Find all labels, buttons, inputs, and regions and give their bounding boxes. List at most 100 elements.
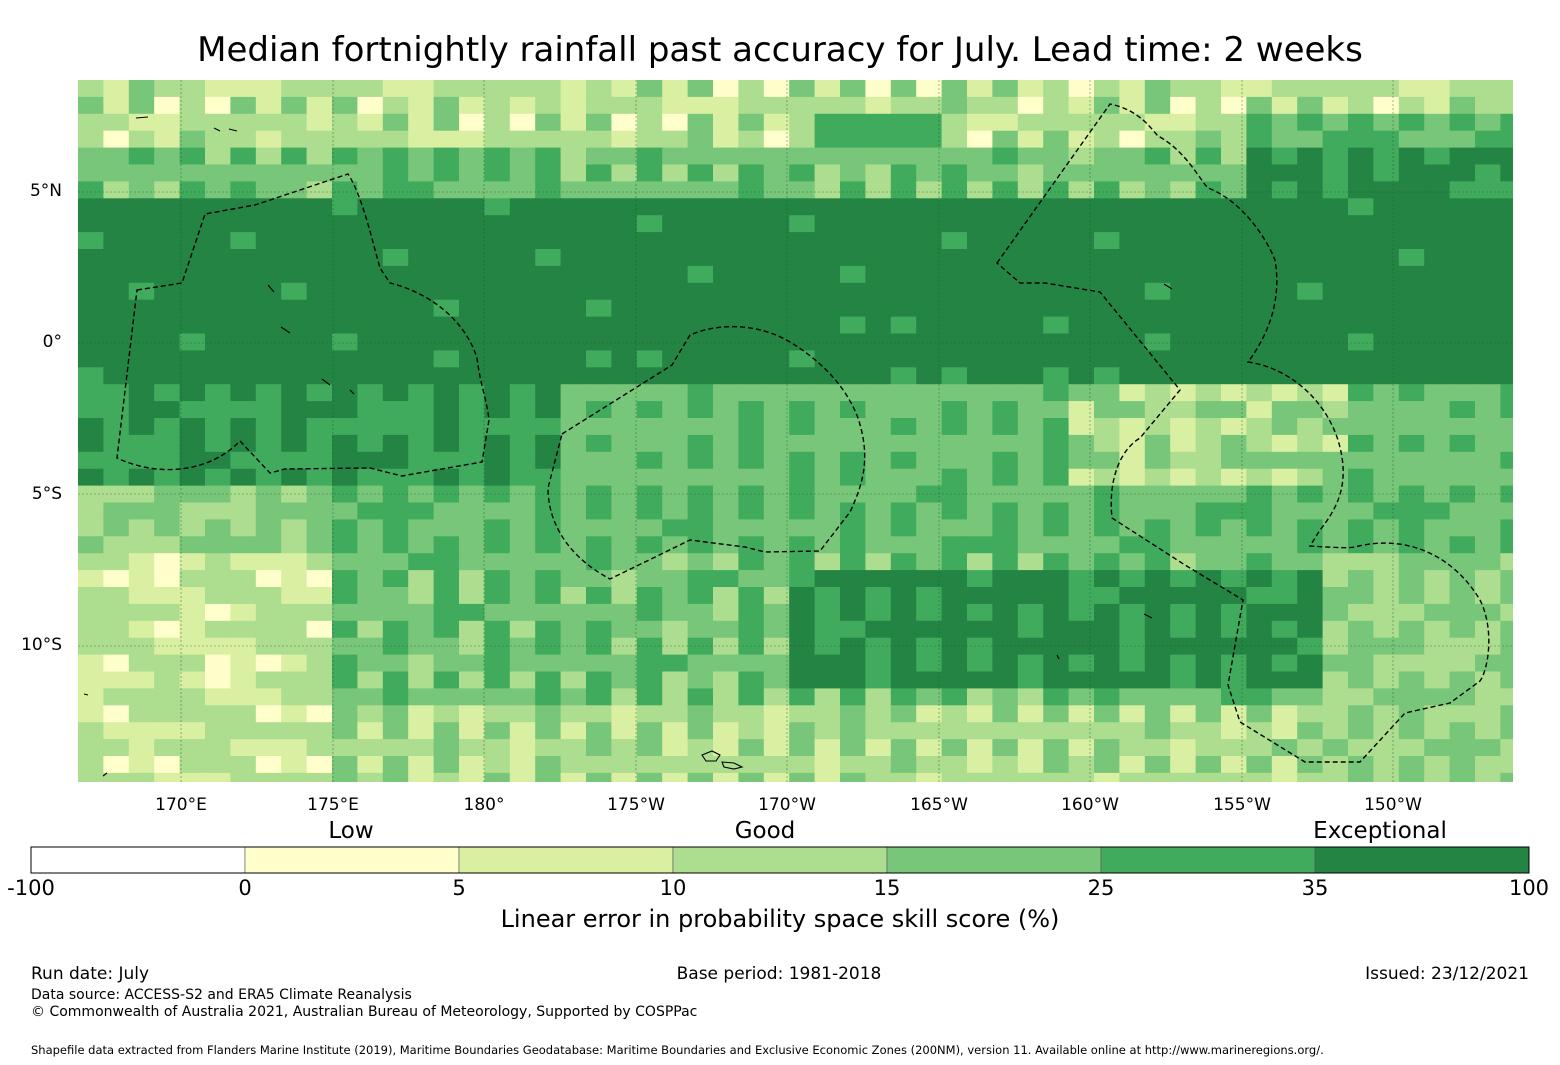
grid-cell xyxy=(1449,96,1476,115)
grid-cell xyxy=(687,418,714,436)
grid-cell xyxy=(1348,502,1374,520)
grid-cell xyxy=(408,282,435,301)
grid-cell xyxy=(814,705,841,723)
grid-cell xyxy=(484,299,511,318)
grid-cell xyxy=(1017,282,1044,301)
grid-cell xyxy=(1373,519,1400,537)
grid-cell xyxy=(357,164,384,182)
grid-cell xyxy=(1424,80,1451,98)
grid-cell xyxy=(687,468,714,487)
grid-cell xyxy=(1017,434,1044,453)
grid-cell xyxy=(306,603,333,622)
grid-cell xyxy=(1144,772,1171,782)
grid-cell xyxy=(662,637,689,656)
grid-cell xyxy=(408,620,435,639)
grid-cell xyxy=(789,519,816,537)
grid-cell xyxy=(332,485,358,504)
grid-cell xyxy=(306,333,333,351)
grid-cell xyxy=(738,502,765,520)
grid-cell xyxy=(230,536,257,554)
grid-cell xyxy=(78,468,104,487)
grid-cell xyxy=(1449,265,1476,284)
grid-cell xyxy=(179,164,206,182)
grid-cell xyxy=(332,739,358,757)
grid-cell xyxy=(1170,502,1197,520)
grid-cell xyxy=(789,705,816,723)
grid-cell xyxy=(357,147,384,166)
grid-cell xyxy=(484,130,511,149)
grid-cell xyxy=(332,80,358,98)
grid-cell xyxy=(179,282,206,301)
grid-cell xyxy=(1170,519,1197,537)
grid-cell xyxy=(154,654,181,673)
grid-cell xyxy=(1475,620,1501,639)
grid-cell xyxy=(1475,164,1501,182)
grid-cell xyxy=(763,333,790,351)
grid-cell xyxy=(789,468,816,487)
grid-cell xyxy=(1246,451,1273,470)
grid-cell xyxy=(382,350,409,368)
grid-cell xyxy=(281,113,308,132)
grid-cell xyxy=(1500,722,1513,740)
grid-cell xyxy=(1297,164,1324,182)
grid-cell xyxy=(509,265,536,284)
grid-cell xyxy=(78,418,104,436)
grid-cell xyxy=(357,215,384,233)
grid-cell xyxy=(1424,232,1451,250)
grid-cell xyxy=(1424,603,1451,622)
grid-cell xyxy=(1195,705,1222,723)
grid-cell xyxy=(611,282,638,301)
grid-cell xyxy=(1119,282,1146,301)
grid-cell xyxy=(128,739,155,757)
grid-cell xyxy=(1398,198,1425,216)
grid-cell xyxy=(1322,333,1349,351)
grid-cell xyxy=(1094,401,1120,419)
grid-cell xyxy=(840,587,866,605)
grid-cell xyxy=(154,519,181,537)
grid-cell xyxy=(586,164,612,182)
grid-cell xyxy=(1322,164,1349,182)
grid-cell xyxy=(916,434,943,453)
grid-cell xyxy=(890,164,917,182)
grid-cell xyxy=(382,654,409,673)
grid-cell xyxy=(840,756,866,774)
grid-cell xyxy=(1043,113,1070,132)
grid-cell xyxy=(611,502,638,520)
grid-cell xyxy=(1144,181,1171,199)
colorbar-swatch xyxy=(1100,846,1316,874)
grid-cell xyxy=(1424,434,1451,453)
grid-cell xyxy=(433,654,460,673)
grid-cell xyxy=(1017,603,1044,622)
grid-cell xyxy=(890,198,917,216)
grid-cell xyxy=(1500,80,1513,98)
grid-cell xyxy=(128,299,155,318)
grid-cell xyxy=(560,587,587,605)
grid-cell xyxy=(1322,654,1349,673)
grid-cell xyxy=(1348,316,1374,335)
grid-cell xyxy=(560,739,587,757)
grid-cell xyxy=(509,249,536,267)
grid-cell xyxy=(738,451,765,470)
grid-cell xyxy=(408,96,435,115)
grid-cell xyxy=(636,316,663,335)
grid-cell xyxy=(611,113,638,132)
grid-cell xyxy=(459,401,485,419)
grid-cell xyxy=(230,451,257,470)
grid-cell xyxy=(687,502,714,520)
grid-cell xyxy=(560,570,587,588)
grid-cell xyxy=(408,367,435,385)
grid-cell xyxy=(1373,333,1400,351)
grid-cell xyxy=(662,299,689,318)
grid-cell xyxy=(1017,384,1044,402)
grid-cell xyxy=(941,282,968,301)
grid-cell xyxy=(1348,637,1374,656)
grid-cell xyxy=(687,451,714,470)
grid-cell xyxy=(662,282,689,301)
grid-cell xyxy=(382,637,409,656)
grid-cell xyxy=(1500,519,1513,537)
grid-cell xyxy=(1094,333,1120,351)
grid-cell xyxy=(255,181,282,199)
grid-cell xyxy=(586,181,612,199)
grid-cell xyxy=(1094,282,1120,301)
grid-cell xyxy=(916,603,943,622)
